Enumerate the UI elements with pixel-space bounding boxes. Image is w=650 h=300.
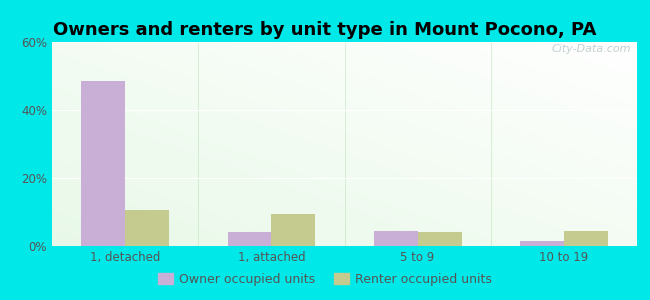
Bar: [272, 214, 315, 246]
Bar: [374, 231, 417, 246]
Bar: [417, 232, 462, 246]
Legend: Owner occupied units, Renter occupied units: Owner occupied units, Renter occupied un…: [153, 268, 497, 291]
Text: City-Data.com: City-Data.com: [552, 44, 631, 54]
Bar: [81, 81, 125, 246]
Text: Owners and renters by unit type in Mount Pocono, PA: Owners and renters by unit type in Mount…: [53, 21, 597, 39]
Bar: [564, 231, 608, 246]
Bar: [227, 232, 272, 246]
Bar: [125, 210, 169, 246]
Bar: [520, 241, 564, 246]
